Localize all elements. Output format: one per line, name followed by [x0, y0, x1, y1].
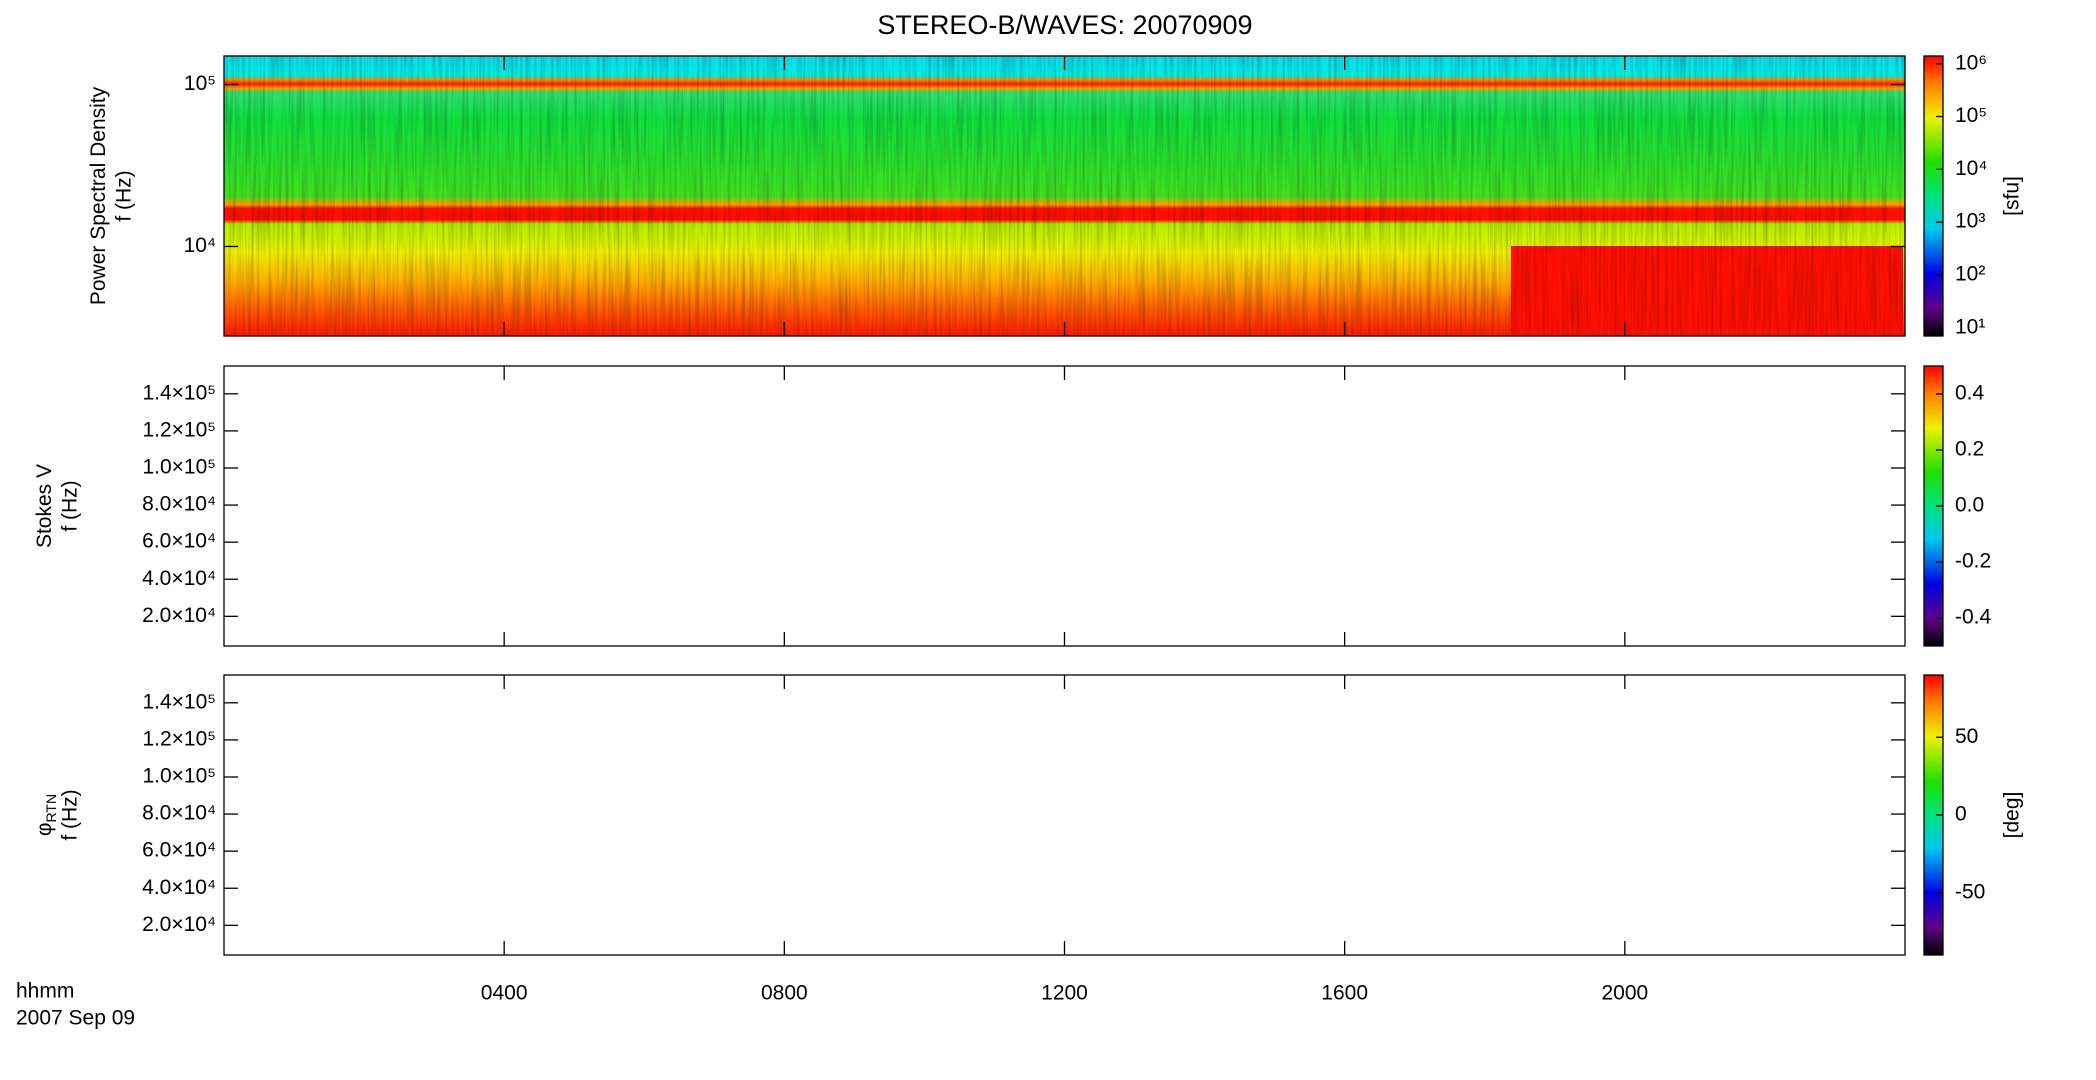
colorbar-tick-label: 10⁵ — [1955, 104, 1987, 127]
y-axis-label-text: Power Spectral Density — [87, 86, 110, 305]
colorbar-tick-label: 0.4 — [1955, 382, 1985, 405]
y-tick-label: 1.4×10⁵ — [142, 690, 216, 713]
y-axis-label-text: Stokes V — [33, 464, 56, 548]
y-tick-label: 1.0×10⁵ — [142, 456, 216, 479]
colorbar-tick-label: 10⁶ — [1955, 51, 1987, 74]
colorbar-label: [deg] — [2001, 792, 2024, 839]
y-axis-label-2: f (Hz) — [113, 170, 136, 221]
y-tick-label: 2.0×10⁴ — [142, 913, 216, 936]
y-axis-label: Stokes V — [33, 464, 56, 548]
chart-title: STEREO-B/WAVES: 20070909 — [877, 10, 1252, 40]
x-axis-label: hhmm — [16, 980, 74, 1003]
y-axis-label-2: f (Hz) — [59, 480, 82, 531]
colorbar — [1923, 55, 1944, 337]
plot-frame — [223, 365, 1906, 647]
colorbar-tick-label: 10⁴ — [1955, 157, 1987, 180]
y-axis-label-text: φ — [33, 822, 56, 836]
y-tick-label: 1.4×10⁵ — [142, 381, 216, 404]
x-tick-label: 2000 — [1601, 982, 1648, 1005]
colorbar-tick-label: -50 — [1955, 880, 1985, 903]
colorbar-tick-label: 10³ — [1955, 210, 1985, 233]
colorbar-tick-label: 0.0 — [1955, 494, 1984, 517]
y-tick-label: 8.0×10⁴ — [142, 802, 216, 825]
x-tick-label: 0800 — [761, 982, 808, 1005]
y-axis-label: φRTN — [33, 794, 59, 836]
x-tick-label: 1600 — [1321, 982, 1368, 1005]
y-tick-label: 1.0×10⁵ — [142, 765, 216, 788]
y-axis-label: Power Spectral Density — [87, 86, 110, 305]
spectrogram-texture — [224, 56, 1905, 336]
spectrogram-image — [224, 56, 1905, 336]
date-label: 2007 Sep 09 — [16, 1007, 135, 1030]
x-tick-label: 0400 — [481, 982, 528, 1005]
x-tick-label: 1200 — [1041, 982, 1088, 1005]
y-tick-label: 4.0×10⁴ — [142, 567, 216, 590]
y-tick-label: 8.0×10⁴ — [142, 493, 216, 516]
y-tick-label: 1.2×10⁵ — [142, 727, 216, 750]
y-axis-label-sub: RTN — [43, 794, 59, 823]
colorbar-tick-label: 0 — [1955, 803, 1967, 826]
y-tick-label: 2.0×10⁴ — [142, 604, 216, 627]
colorbar-tick-label: -0.2 — [1955, 550, 1991, 573]
y-tick-label: 10⁵ — [184, 72, 216, 95]
colorbar-tick-label: 50 — [1955, 725, 1978, 748]
y-tick-label: 4.0×10⁴ — [142, 876, 216, 899]
y-tick-label: 6.0×10⁴ — [142, 839, 216, 862]
y-axis-label-2: f (Hz) — [59, 789, 82, 840]
colorbar-tick-label: 10² — [1955, 263, 1985, 286]
y-tick-label: 1.2×10⁵ — [142, 418, 216, 441]
y-tick-label: 10⁴ — [184, 234, 216, 257]
colorbar-tick-label: -0.4 — [1955, 606, 1992, 629]
colorbar-tick-label: 0.2 — [1955, 438, 1984, 461]
colorbar-tick-label: 10¹ — [1955, 315, 1985, 338]
colorbar-label: [sfu] — [2001, 176, 2024, 216]
y-tick-label: 6.0×10⁴ — [142, 530, 216, 553]
plot-frame — [223, 674, 1906, 956]
